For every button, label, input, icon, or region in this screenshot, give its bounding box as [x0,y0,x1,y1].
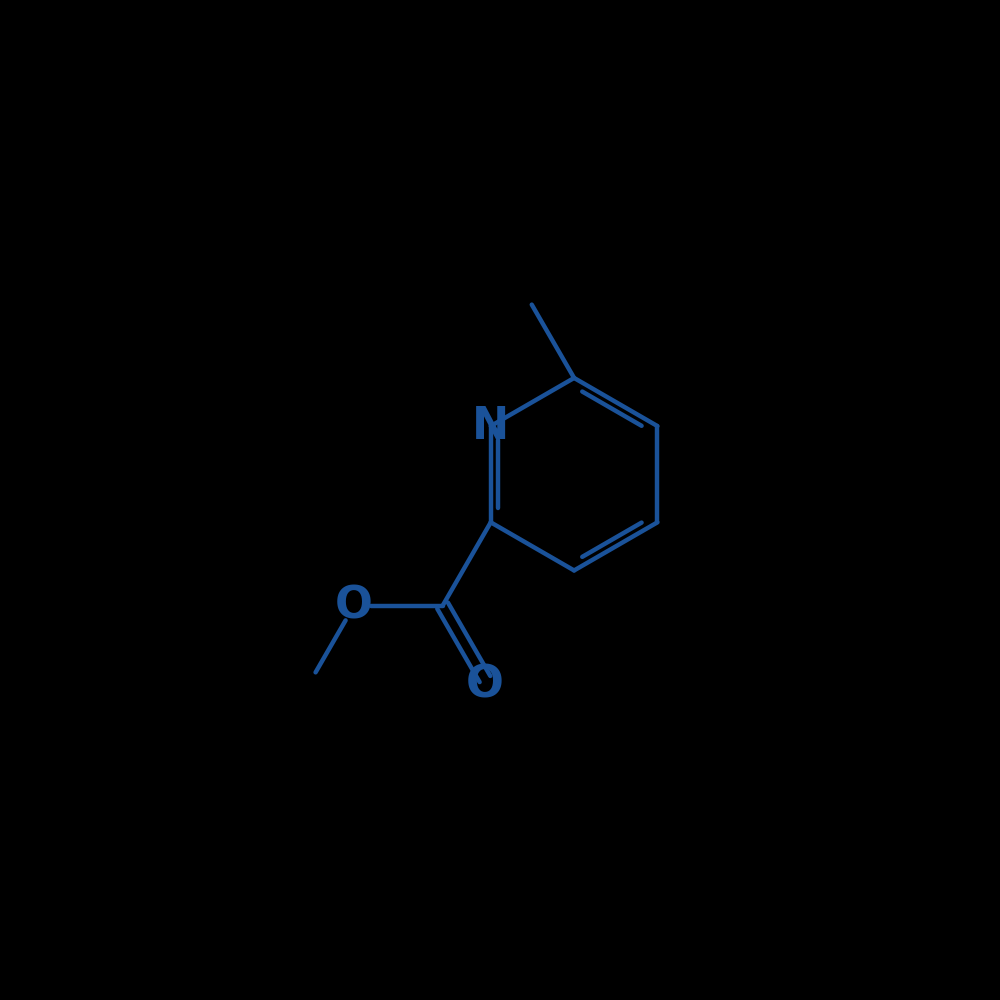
Text: O: O [335,584,373,627]
Text: N: N [472,405,509,448]
Text: O: O [466,664,504,707]
